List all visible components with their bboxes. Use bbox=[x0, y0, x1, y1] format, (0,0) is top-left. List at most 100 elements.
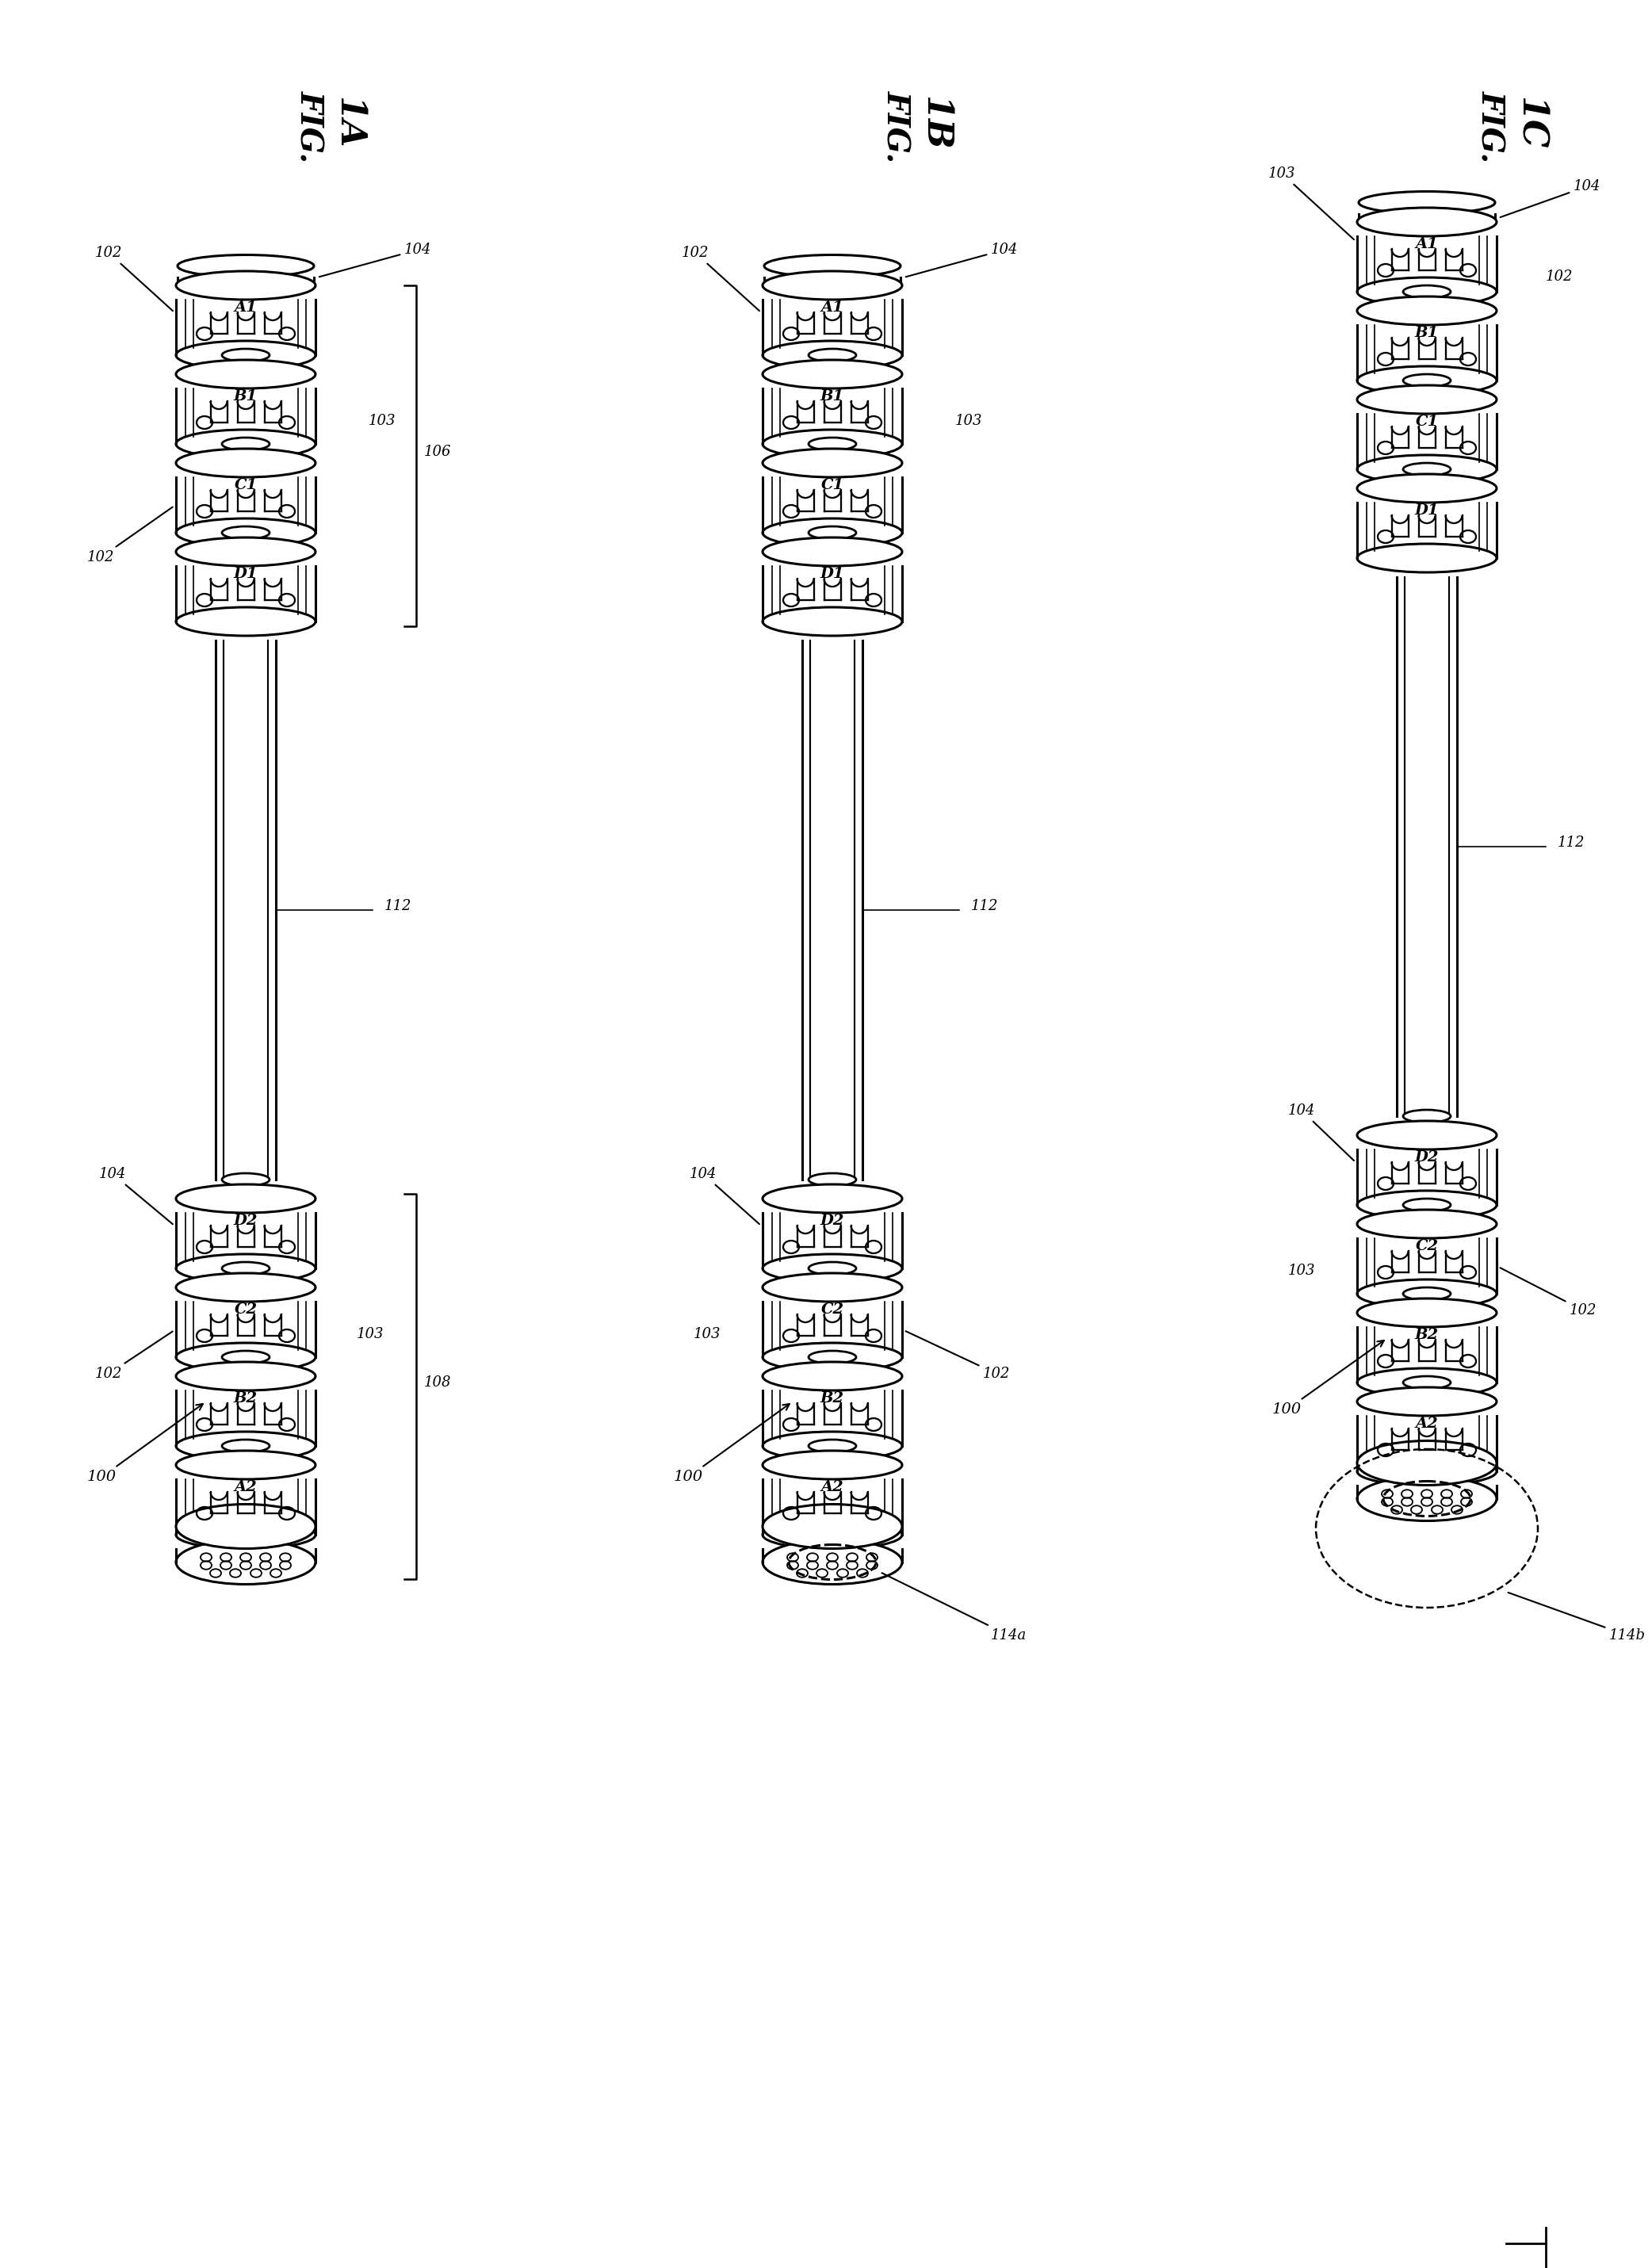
Text: 100: 100 bbox=[88, 1404, 203, 1483]
Polygon shape bbox=[221, 451, 269, 463]
Polygon shape bbox=[1356, 503, 1497, 558]
Ellipse shape bbox=[1356, 277, 1497, 306]
Polygon shape bbox=[1396, 576, 1457, 1116]
Polygon shape bbox=[221, 540, 269, 551]
Polygon shape bbox=[808, 1186, 856, 1198]
Ellipse shape bbox=[808, 438, 856, 451]
Text: C2: C2 bbox=[821, 1302, 844, 1318]
Ellipse shape bbox=[221, 438, 269, 451]
Ellipse shape bbox=[763, 272, 902, 299]
Text: 1A: 1A bbox=[332, 98, 365, 150]
Ellipse shape bbox=[1358, 211, 1495, 234]
Ellipse shape bbox=[1356, 1279, 1497, 1309]
Ellipse shape bbox=[808, 456, 856, 469]
Ellipse shape bbox=[221, 1261, 269, 1275]
Ellipse shape bbox=[221, 1193, 269, 1204]
Ellipse shape bbox=[177, 538, 316, 567]
Polygon shape bbox=[763, 388, 902, 445]
Text: 104: 104 bbox=[319, 243, 431, 277]
Ellipse shape bbox=[177, 274, 314, 297]
Text: 104: 104 bbox=[905, 243, 1018, 277]
Text: D2: D2 bbox=[821, 1213, 844, 1227]
Ellipse shape bbox=[763, 1540, 902, 1585]
Ellipse shape bbox=[763, 361, 902, 388]
Polygon shape bbox=[1356, 1238, 1497, 1293]
Polygon shape bbox=[763, 1390, 902, 1447]
Text: 102: 102 bbox=[682, 245, 760, 311]
Ellipse shape bbox=[763, 1272, 902, 1302]
Text: A1: A1 bbox=[1416, 238, 1439, 252]
Ellipse shape bbox=[808, 1261, 856, 1275]
Text: A2: A2 bbox=[235, 1481, 258, 1495]
Text: A1: A1 bbox=[235, 302, 258, 315]
Ellipse shape bbox=[177, 519, 316, 547]
Text: B2: B2 bbox=[235, 1390, 258, 1406]
Text: C1: C1 bbox=[235, 479, 258, 492]
Ellipse shape bbox=[221, 1370, 269, 1383]
Text: 112: 112 bbox=[385, 898, 411, 914]
Polygon shape bbox=[808, 540, 856, 551]
Text: 104: 104 bbox=[1289, 1105, 1355, 1161]
Ellipse shape bbox=[177, 1254, 316, 1284]
Ellipse shape bbox=[177, 1504, 316, 1549]
Ellipse shape bbox=[221, 349, 269, 361]
Polygon shape bbox=[808, 361, 856, 374]
Ellipse shape bbox=[1356, 1388, 1497, 1415]
Text: A2: A2 bbox=[821, 1481, 844, 1495]
Text: 100: 100 bbox=[1272, 1340, 1384, 1418]
Ellipse shape bbox=[808, 1281, 856, 1293]
Text: FIG.: FIG. bbox=[881, 91, 910, 163]
Polygon shape bbox=[1356, 413, 1497, 469]
Text: 106: 106 bbox=[425, 445, 451, 458]
Ellipse shape bbox=[221, 1458, 269, 1472]
Polygon shape bbox=[808, 1363, 856, 1377]
Polygon shape bbox=[177, 567, 316, 621]
Polygon shape bbox=[177, 277, 314, 286]
Text: 102: 102 bbox=[96, 1331, 172, 1381]
Polygon shape bbox=[808, 1452, 856, 1465]
Polygon shape bbox=[177, 299, 316, 356]
Ellipse shape bbox=[808, 1173, 856, 1186]
Ellipse shape bbox=[763, 429, 902, 458]
Ellipse shape bbox=[808, 1352, 856, 1363]
Ellipse shape bbox=[177, 1343, 316, 1372]
Polygon shape bbox=[177, 476, 316, 533]
Ellipse shape bbox=[1356, 1368, 1497, 1397]
Ellipse shape bbox=[808, 367, 856, 381]
Text: A2: A2 bbox=[1416, 1418, 1439, 1431]
Ellipse shape bbox=[763, 1254, 902, 1284]
Text: 102: 102 bbox=[1500, 1268, 1597, 1318]
Text: 112: 112 bbox=[971, 898, 998, 914]
Ellipse shape bbox=[221, 367, 269, 381]
Polygon shape bbox=[1356, 1150, 1497, 1204]
Ellipse shape bbox=[177, 1540, 316, 1585]
Ellipse shape bbox=[1403, 1129, 1450, 1141]
Ellipse shape bbox=[1403, 1109, 1450, 1123]
Text: 103: 103 bbox=[694, 1327, 720, 1340]
Ellipse shape bbox=[1356, 297, 1497, 324]
Ellipse shape bbox=[763, 519, 902, 547]
Text: 114b: 114b bbox=[1508, 1592, 1645, 1642]
Ellipse shape bbox=[221, 1440, 269, 1452]
Polygon shape bbox=[763, 567, 902, 621]
Ellipse shape bbox=[808, 1193, 856, 1204]
Ellipse shape bbox=[1356, 456, 1497, 483]
Ellipse shape bbox=[221, 544, 269, 558]
Ellipse shape bbox=[763, 449, 902, 476]
Ellipse shape bbox=[221, 1173, 269, 1186]
Ellipse shape bbox=[177, 272, 316, 299]
Ellipse shape bbox=[763, 1361, 902, 1390]
Ellipse shape bbox=[763, 340, 902, 370]
Ellipse shape bbox=[1356, 1209, 1497, 1238]
Ellipse shape bbox=[808, 349, 856, 361]
Ellipse shape bbox=[1356, 1120, 1497, 1150]
Polygon shape bbox=[1403, 1300, 1450, 1313]
Polygon shape bbox=[1403, 388, 1450, 399]
Text: 100: 100 bbox=[674, 1404, 790, 1483]
Text: 102: 102 bbox=[88, 508, 172, 565]
Ellipse shape bbox=[177, 608, 316, 635]
Polygon shape bbox=[221, 1275, 269, 1288]
Text: B1: B1 bbox=[821, 390, 844, 404]
Text: 104: 104 bbox=[1500, 179, 1601, 218]
Ellipse shape bbox=[177, 429, 316, 458]
